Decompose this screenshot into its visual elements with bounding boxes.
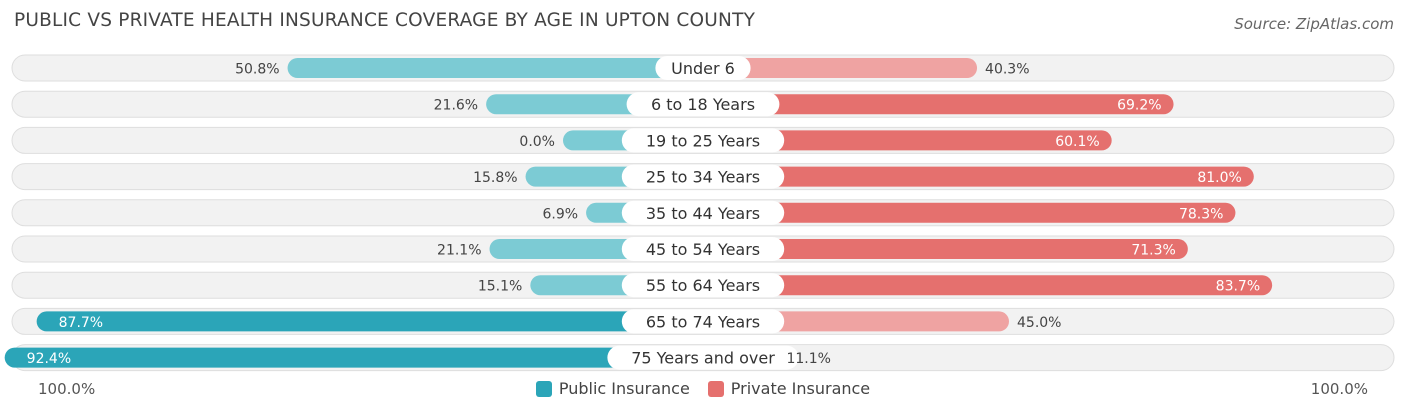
axis-left-label: 100.0% <box>38 380 96 398</box>
bar-private <box>703 94 1174 115</box>
category-label-bg <box>607 345 799 370</box>
source-label: Source: ZipAtlas.com <box>1234 15 1394 33</box>
value-label-public: 87.7% <box>59 315 103 331</box>
category-label-bg <box>626 92 780 117</box>
category-label-bg <box>621 273 785 298</box>
value-label-public: 6.9% <box>543 206 579 222</box>
category-label-bg <box>655 56 751 80</box>
legend-swatch-public <box>535 380 552 397</box>
bar-private <box>703 166 1254 187</box>
legend-label-public: Public Insurance <box>558 379 690 398</box>
chart-title: PUBLIC VS PRIVATE HEALTH INSURANCE COVER… <box>14 10 756 31</box>
category-label: 6 to 18 Years <box>651 95 755 114</box>
category-label-bg <box>621 128 785 153</box>
legend-label-private: Private Insurance <box>730 379 871 398</box>
category-label-bg <box>621 237 785 261</box>
category-label: 55 to 64 Years <box>646 276 760 295</box>
value-label-private: 83.7% <box>1216 279 1260 295</box>
bar-private <box>703 130 1112 151</box>
category-label: Under 6 <box>671 59 735 78</box>
value-label-private: 81.0% <box>1197 170 1241 186</box>
legend-item-private[interactable]: Private Insurance <box>707 379 871 398</box>
value-label-private: 11.1% <box>786 351 830 367</box>
category-label-bg <box>621 164 785 189</box>
value-label-private: 71.3% <box>1131 243 1175 259</box>
bar-private <box>703 202 1236 223</box>
value-label-private: 45.0% <box>1017 315 1061 331</box>
category-label: 45 to 54 Years <box>646 240 760 259</box>
legend: Public Insurance Private Insurance <box>0 379 1406 398</box>
chart-plot: Under 6 50.8% 40.3% 6 to 18 Years 21.6% 69.2%… <box>4 54 1395 372</box>
value-label-private: 40.3% <box>985 62 1029 78</box>
category-label: 19 to 25 Years <box>646 131 760 150</box>
legend-item-public[interactable]: Public Insurance <box>535 379 690 398</box>
category-label: 75 Years and over <box>631 349 775 368</box>
category-label-bg <box>621 200 785 225</box>
category-label: 35 to 44 Years <box>646 204 760 223</box>
category-label-bg <box>621 309 785 334</box>
legend-swatch-private <box>707 380 724 397</box>
value-label-public: 50.8% <box>235 62 279 78</box>
value-label-public: 21.6% <box>434 98 478 114</box>
category-label: 65 to 74 Years <box>646 312 760 331</box>
value-label-public: 92.4% <box>27 351 71 367</box>
value-label-private: 69.2% <box>1117 98 1161 114</box>
bar-public <box>4 347 704 368</box>
bar-private <box>703 58 978 78</box>
value-label-private: 60.1% <box>1055 134 1099 150</box>
axis-right-label: 100.0% <box>1310 380 1368 398</box>
bar-public <box>36 311 703 332</box>
category-label: 25 to 34 Years <box>646 168 760 187</box>
value-label-public: 21.1% <box>437 243 481 259</box>
bar-private <box>703 239 1188 259</box>
value-label-public: 15.1% <box>478 279 522 295</box>
value-label-public: 0.0% <box>519 134 555 150</box>
bar-private <box>703 275 1273 296</box>
value-label-public: 15.8% <box>473 170 517 186</box>
value-label-private: 78.3% <box>1179 206 1223 222</box>
bar-public <box>287 58 703 78</box>
